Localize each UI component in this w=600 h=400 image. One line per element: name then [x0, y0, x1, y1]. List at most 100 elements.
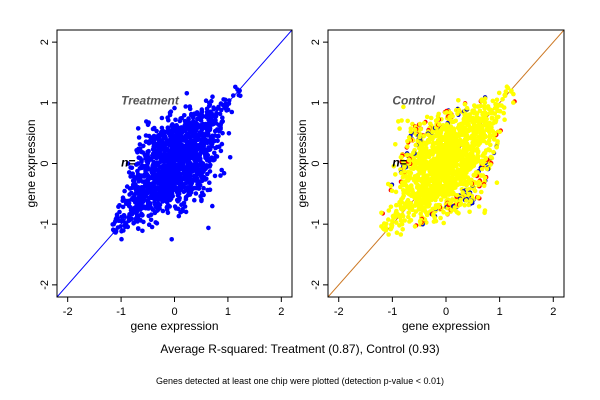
data-point: [487, 135, 493, 140]
y-tick-label: 1: [39, 100, 51, 106]
data-point: [126, 170, 132, 175]
data-point: [178, 209, 184, 215]
data-point: [454, 145, 460, 151]
highlight-points: [379, 95, 517, 229]
data-point: [201, 185, 206, 191]
data-point: [404, 152, 410, 158]
data-point: [494, 115, 500, 120]
data-point: [406, 214, 411, 220]
data-point: [141, 143, 146, 149]
data-point: [206, 114, 212, 119]
series-point: [112, 227, 117, 233]
data-point: [207, 180, 212, 185]
x-tick-label: 2: [550, 306, 556, 318]
data-point: [168, 109, 174, 114]
data-point: [423, 140, 429, 146]
data-point: [394, 220, 399, 225]
data-point: [430, 190, 436, 195]
data-point: [467, 112, 473, 117]
data-point: [145, 159, 151, 165]
series-point: [411, 212, 417, 218]
data-point: [428, 115, 434, 121]
data-point: [152, 148, 157, 154]
data-point: [465, 158, 471, 164]
data-point: [151, 193, 156, 198]
data-point: [146, 213, 151, 219]
data-point: [210, 203, 215, 209]
panel-0: -2 -1 0 1 2 -2 -1 0 1 2 gene expression gene expres…: [24, 29, 293, 333]
data-point: [139, 165, 145, 171]
data-point: [464, 137, 470, 142]
data-point: [211, 105, 216, 110]
data-point: [196, 163, 202, 169]
series-point: [459, 167, 465, 172]
data-point: [449, 188, 454, 194]
data-point: [154, 128, 159, 134]
data-point: [400, 214, 406, 219]
data-point: [125, 161, 131, 166]
data-point: [457, 131, 463, 137]
data-point: [161, 147, 167, 152]
data-point: [166, 163, 172, 169]
data-point: [455, 173, 460, 179]
data-point: [440, 123, 446, 128]
series-point: [198, 115, 204, 121]
data-point: [473, 172, 478, 178]
data-point: [159, 129, 164, 135]
panel-1: -2 -1 0 1 2 -2 -1 0 1 2 gene expression gene expres…: [295, 29, 565, 333]
series-point: [454, 133, 460, 139]
y-tick-label: -1: [310, 219, 322, 229]
series-point: [432, 133, 438, 139]
data-point: [128, 165, 133, 170]
y-axis-label: gene expression: [24, 119, 38, 207]
series-point: [491, 130, 497, 136]
data-point: [185, 180, 190, 185]
data-point: [412, 203, 418, 208]
data-point: [470, 157, 476, 162]
data-point: [444, 148, 449, 154]
data-point: [403, 182, 409, 188]
data-point: [480, 132, 485, 137]
data-point: [450, 182, 455, 187]
data-point: [181, 164, 187, 169]
data-point: [219, 107, 224, 113]
data-point: [199, 197, 204, 202]
data-point: [184, 167, 190, 172]
data-point: [422, 189, 427, 195]
data-point: [467, 209, 472, 215]
data-point: [388, 204, 394, 210]
data-point: [471, 121, 476, 126]
data-point: [140, 185, 145, 191]
data-point: [465, 127, 471, 133]
data-point: [165, 187, 170, 192]
data-point: [203, 98, 209, 103]
data-point: [218, 173, 223, 178]
data-point: [129, 185, 135, 190]
data-point: [421, 200, 426, 205]
data-point: [238, 93, 243, 99]
data-point: [163, 164, 168, 169]
data-point: [203, 177, 208, 182]
data-point: [191, 185, 197, 191]
data-point: [154, 204, 159, 210]
data-point: [490, 98, 496, 104]
data-point: [429, 185, 435, 190]
series-point: [188, 167, 193, 172]
data-point: [456, 211, 461, 216]
data-point: [393, 142, 398, 147]
data-point: [119, 214, 124, 220]
data-point: [438, 139, 444, 144]
data-point: [454, 193, 460, 198]
data-point: [186, 126, 192, 131]
data-point: [163, 173, 168, 179]
series-point: [443, 182, 449, 188]
data-point: [138, 205, 143, 210]
data-point: [431, 211, 436, 217]
data-point: [418, 150, 424, 155]
data-point: [186, 142, 192, 147]
data-point: [173, 117, 178, 123]
series-point: [486, 106, 492, 112]
data-point: [430, 129, 435, 135]
x-tick-label: -2: [63, 306, 73, 318]
data-point: [399, 221, 405, 227]
